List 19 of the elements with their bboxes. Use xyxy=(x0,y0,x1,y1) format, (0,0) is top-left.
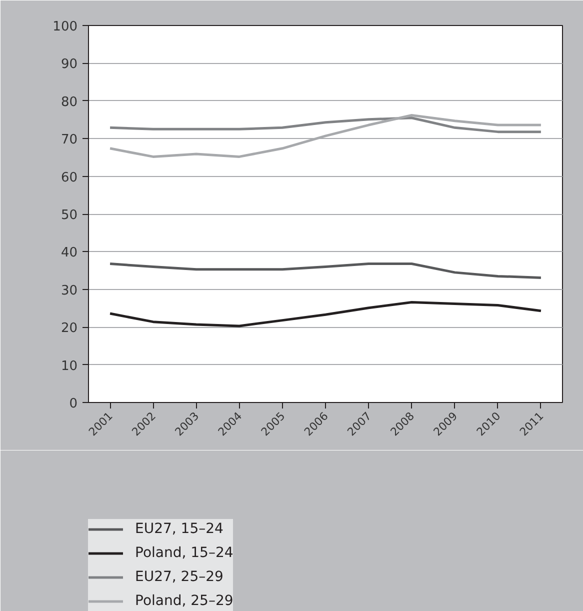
y-tick-label: 70 xyxy=(60,132,78,148)
y-tick-label: 80 xyxy=(60,94,78,110)
legend-label: Poland, 15–24 xyxy=(135,545,234,561)
y-tick-label: 30 xyxy=(60,283,78,298)
y-tick-label: 50 xyxy=(60,208,78,223)
y-tick-label: 10 xyxy=(60,358,78,374)
line-series xyxy=(108,116,542,134)
legend-label: EU27, 25–29 xyxy=(135,569,224,585)
line-series xyxy=(108,300,542,328)
y-tick-label: 100 xyxy=(52,20,78,34)
y-tick-label: 0 xyxy=(69,396,78,412)
y-tick-label: 90 xyxy=(60,57,78,72)
legend-label: EU27, 15–24 xyxy=(135,521,224,537)
legend-label: Poland, 25–29 xyxy=(135,593,234,609)
line-series xyxy=(108,262,542,279)
y-tick-label: 20 xyxy=(60,321,78,336)
line-series xyxy=(108,114,542,158)
y-tick-label: 40 xyxy=(60,246,78,261)
y-tick-label: 60 xyxy=(60,170,78,186)
